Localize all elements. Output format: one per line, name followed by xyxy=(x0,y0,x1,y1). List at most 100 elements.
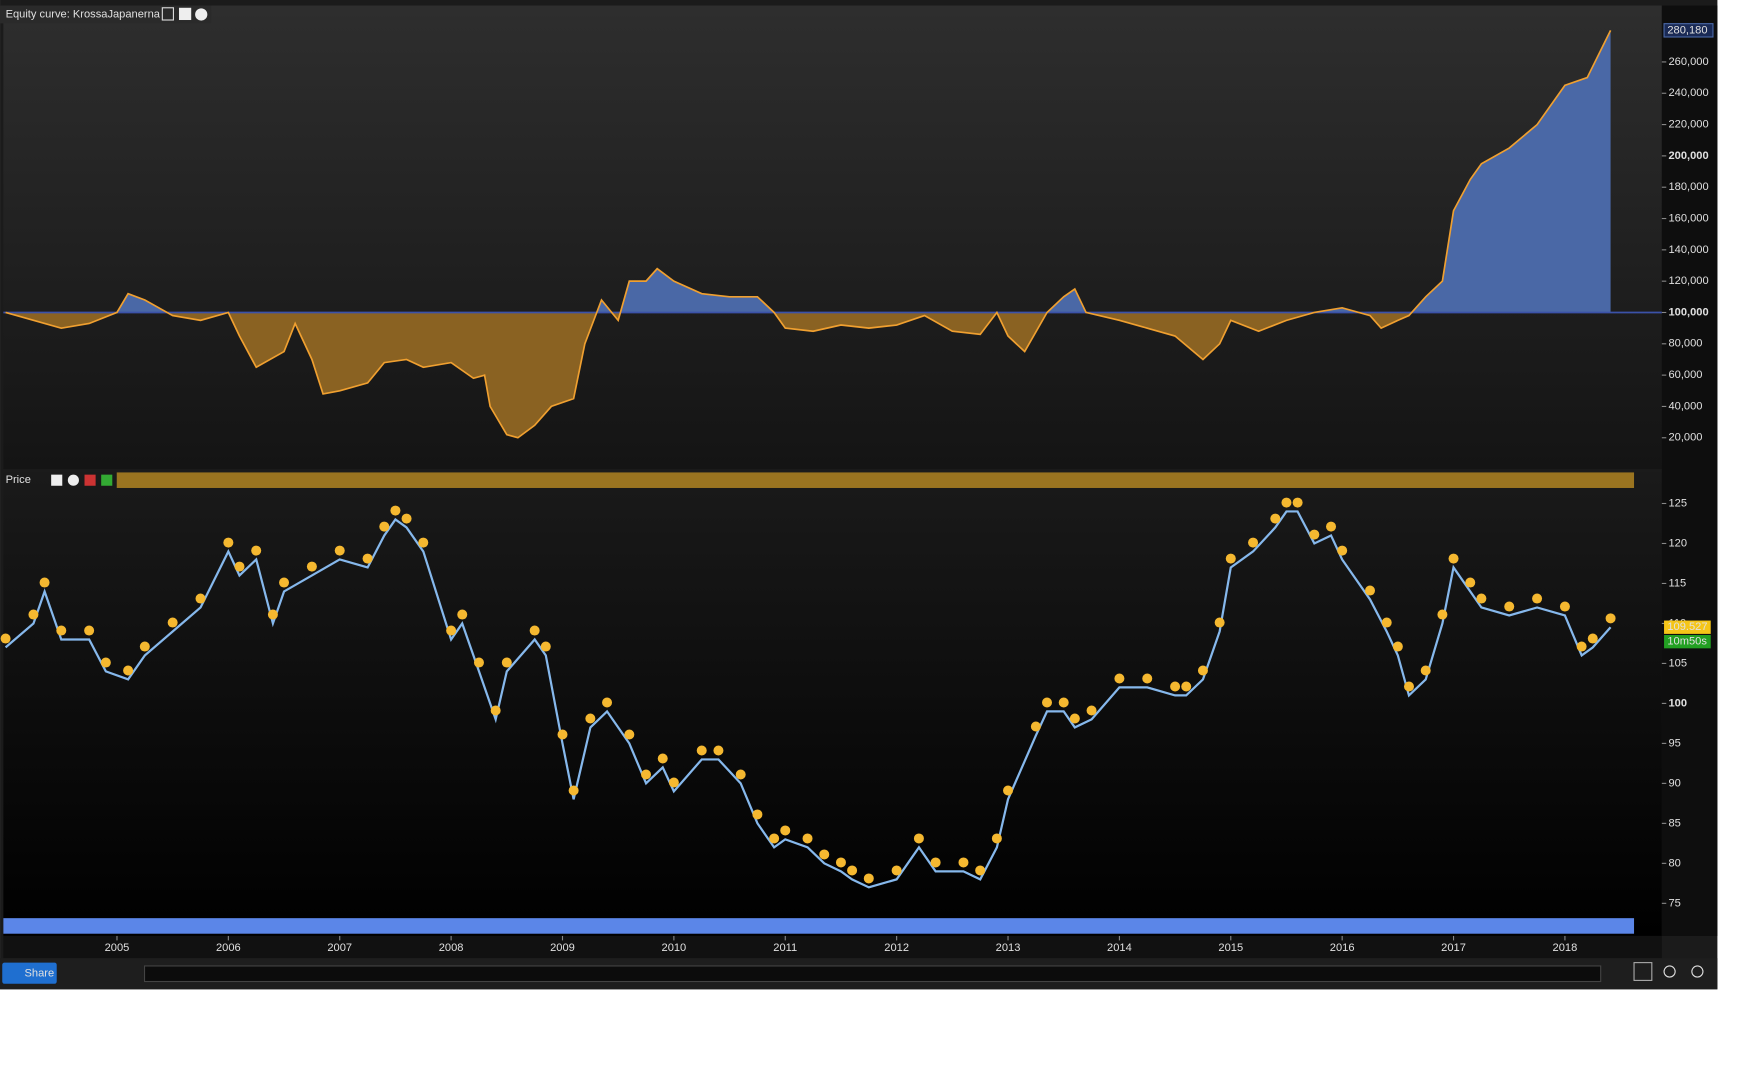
trade-marker xyxy=(362,553,373,564)
x-tick-label: 2017 xyxy=(1441,942,1466,954)
trade-marker xyxy=(891,865,902,876)
trade-marker xyxy=(1476,593,1487,604)
trade-marker xyxy=(958,857,969,868)
trade-marker xyxy=(1042,697,1053,708)
trade-marker xyxy=(267,609,278,620)
y-tick-label: 95 xyxy=(1668,737,1680,749)
trade-marker xyxy=(1058,697,1069,708)
trade-marker xyxy=(1281,497,1292,508)
trade-marker xyxy=(847,865,858,876)
trade-marker xyxy=(418,537,429,548)
close-icon[interactable] xyxy=(195,8,208,21)
trade-marker xyxy=(540,641,551,652)
y-tick-label: 140,000 xyxy=(1668,244,1708,256)
y-tick-label: 80 xyxy=(1668,857,1680,869)
trade-marker xyxy=(1337,545,1348,556)
trade-marker xyxy=(1587,633,1598,644)
close-icon[interactable] xyxy=(67,474,79,486)
trade-marker xyxy=(446,625,457,636)
trade-marker xyxy=(1532,593,1543,604)
trade-marker xyxy=(1420,665,1431,676)
trade-marker xyxy=(1030,721,1041,732)
y-tick-label: 180,000 xyxy=(1668,181,1708,193)
trade-marker xyxy=(735,769,746,780)
x-tick-label: 2011 xyxy=(773,942,797,954)
current-label: 280,180 xyxy=(1667,24,1707,36)
y-tick-label: 80,000 xyxy=(1668,338,1702,350)
window-icon[interactable] xyxy=(178,7,192,21)
trade-marker xyxy=(975,865,986,876)
y-tick-label: 240,000 xyxy=(1668,87,1708,99)
y-tick-label: 120 xyxy=(1668,537,1687,549)
trade-marker xyxy=(624,729,635,740)
trade-marker xyxy=(802,833,813,844)
x-tick-label: 2015 xyxy=(1218,942,1243,954)
window-icon[interactable] xyxy=(51,474,63,486)
x-tick-label: 2009 xyxy=(550,942,575,954)
zoom-in[interactable] xyxy=(1691,965,1704,978)
trade-marker xyxy=(752,809,763,820)
trade-marker xyxy=(379,521,390,532)
y-tick-label: 85 xyxy=(1668,817,1680,829)
trade-marker xyxy=(696,745,707,756)
trade-marker xyxy=(1504,601,1515,612)
area-above xyxy=(5,30,1611,313)
trade-marker xyxy=(223,537,234,548)
share-button[interactable] xyxy=(2,962,57,984)
trade-marker xyxy=(473,657,484,668)
x-tick-label: 2010 xyxy=(662,942,687,954)
panel-title: Price xyxy=(6,474,31,486)
y-tick-label: 260,000 xyxy=(1668,56,1708,68)
trade-marker xyxy=(1392,641,1403,652)
trade-marker xyxy=(1248,537,1259,548)
info-strip xyxy=(3,918,1635,934)
trade-marker xyxy=(1365,585,1376,596)
x-tick-label: 2008 xyxy=(439,942,464,954)
x-tick-label: 2013 xyxy=(996,942,1021,954)
x-tick-label: 2014 xyxy=(1107,942,1132,954)
share-label: Share xyxy=(24,968,54,980)
y-tick-label: 100,000 xyxy=(1668,306,1708,318)
add-icon[interactable] xyxy=(101,474,113,486)
settings-icon[interactable] xyxy=(161,7,174,21)
trade-marker xyxy=(1225,553,1236,564)
equity-panel xyxy=(3,5,1662,470)
header xyxy=(0,5,212,24)
add-icon[interactable] xyxy=(84,474,96,486)
current-box xyxy=(1664,620,1711,634)
trade-marker xyxy=(56,625,67,636)
trade-marker xyxy=(1448,553,1459,564)
x-axis-area xyxy=(3,935,1662,959)
trade-marker xyxy=(457,609,468,620)
trade-marker xyxy=(84,625,95,636)
y-tick-label: 105 xyxy=(1668,657,1687,669)
trade-marker xyxy=(306,561,317,572)
trade-marker xyxy=(28,609,39,620)
trade-marker xyxy=(1465,577,1476,588)
price-line xyxy=(4,510,1612,889)
trade-marker xyxy=(195,593,206,604)
countdown: 10m50s xyxy=(1667,636,1707,648)
y-tick-label: 100 xyxy=(1668,697,1687,709)
y-tick-label: 220,000 xyxy=(1668,119,1708,131)
trade-marker xyxy=(1214,617,1225,628)
trade-marker xyxy=(1381,617,1392,628)
y-tick-label: 115 xyxy=(1668,577,1686,589)
trade-marker xyxy=(1170,681,1181,692)
trade-marker xyxy=(401,513,412,524)
panel-title: Equity curve: KrossaJapanerna xyxy=(6,8,161,20)
zoom-button[interactable] xyxy=(1633,962,1653,981)
trade-marker xyxy=(657,753,668,764)
trade-marker xyxy=(1437,609,1448,620)
x-tick-label: 2005 xyxy=(105,942,130,954)
trade-marker xyxy=(39,577,50,588)
zoom-out[interactable] xyxy=(1663,965,1676,978)
scrollbar[interactable] xyxy=(143,965,1602,983)
trade-marker xyxy=(234,561,245,572)
trade-marker xyxy=(0,633,11,644)
y-tick-label: 20,000 xyxy=(1668,432,1702,444)
trade-marker xyxy=(1069,713,1080,724)
trade-marker xyxy=(1270,513,1281,524)
trade-marker xyxy=(167,617,178,628)
